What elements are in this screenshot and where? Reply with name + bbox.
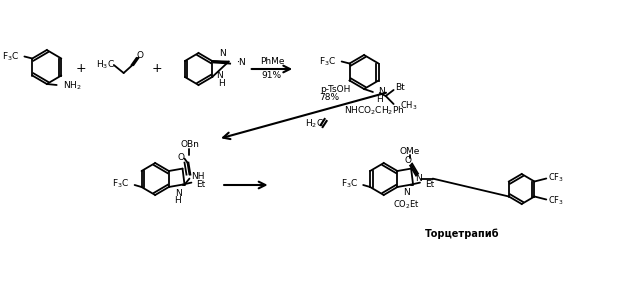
Text: N: N bbox=[378, 88, 385, 97]
Text: +: + bbox=[152, 62, 163, 75]
Text: Торцетрапиб: Торцетрапиб bbox=[425, 229, 500, 239]
Text: PhMe: PhMe bbox=[260, 56, 284, 66]
Text: Et: Et bbox=[196, 180, 206, 189]
Text: 78%: 78% bbox=[320, 92, 340, 102]
Text: N: N bbox=[415, 174, 422, 183]
Text: +: + bbox=[76, 62, 87, 75]
Text: H: H bbox=[376, 94, 382, 103]
Text: 91%: 91% bbox=[262, 72, 282, 80]
Text: N: N bbox=[216, 70, 222, 80]
Text: OBn: OBn bbox=[180, 140, 199, 149]
Text: p-TsOH: p-TsOH bbox=[320, 85, 350, 94]
Text: F$_3$C: F$_3$C bbox=[320, 55, 337, 68]
Text: N: N bbox=[175, 189, 182, 198]
Text: O: O bbox=[177, 153, 184, 162]
Text: O: O bbox=[404, 156, 411, 165]
Text: Bt: Bt bbox=[396, 83, 405, 92]
Text: NH$_2$: NH$_2$ bbox=[63, 80, 81, 92]
Text: H$_2$C: H$_2$C bbox=[305, 118, 324, 130]
Text: O: O bbox=[137, 50, 144, 59]
Text: $\cdot$N: $\cdot$N bbox=[235, 56, 246, 67]
Text: H$_3$C: H$_3$C bbox=[96, 59, 115, 71]
Text: Et: Et bbox=[425, 180, 434, 189]
Text: CF$_3$: CF$_3$ bbox=[548, 194, 564, 207]
Text: OMe: OMe bbox=[400, 147, 420, 156]
Text: N: N bbox=[403, 188, 410, 197]
Text: CO$_2$Et: CO$_2$Et bbox=[393, 199, 420, 211]
Text: N: N bbox=[218, 50, 225, 59]
Text: H: H bbox=[218, 78, 225, 88]
Text: F$_3$C: F$_3$C bbox=[2, 50, 20, 63]
Text: CH$_3$: CH$_3$ bbox=[399, 100, 417, 112]
Text: F$_3$C: F$_3$C bbox=[341, 178, 358, 190]
Text: CF$_3$: CF$_3$ bbox=[548, 171, 564, 184]
Text: F$_3$C: F$_3$C bbox=[113, 178, 130, 190]
Text: NHCO$_2$CH$_2$Ph: NHCO$_2$CH$_2$Ph bbox=[344, 105, 405, 117]
Text: NH: NH bbox=[191, 172, 205, 181]
Text: H: H bbox=[174, 196, 181, 205]
